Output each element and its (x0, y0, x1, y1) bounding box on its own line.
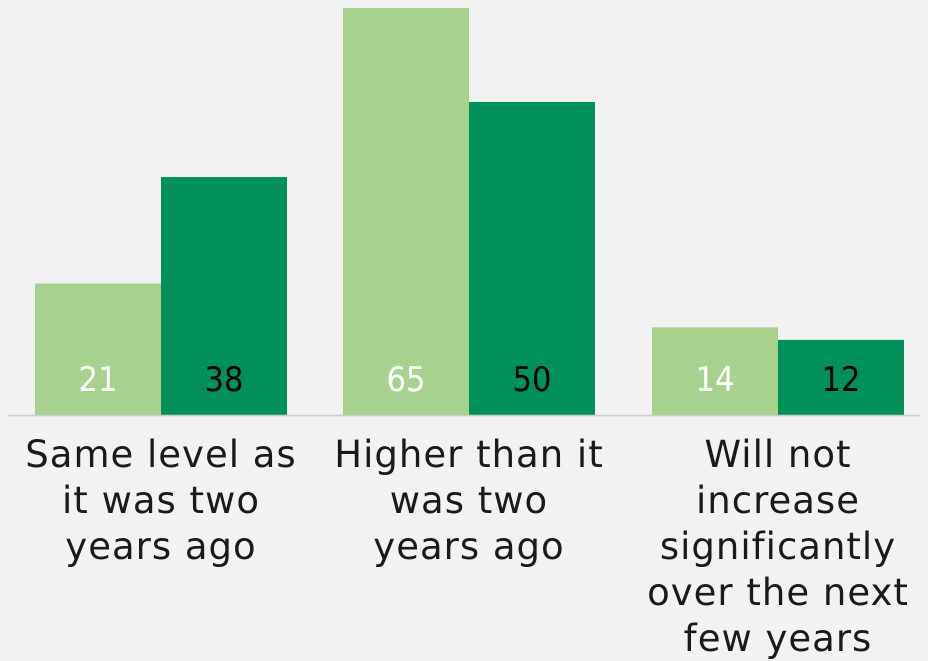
value-labels-layer: 21 38 65 50 14 12 (79, 360, 861, 400)
bar-1-series-2 (161, 177, 287, 415)
bar-value-1-series-2: 38 (205, 360, 244, 400)
bar-1-series-1 (35, 283, 161, 415)
bar-value-2-series-1: 65 (387, 360, 426, 400)
category-label-2: Higher than it was two years ago (334, 433, 604, 568)
bars-layer (35, 8, 904, 415)
bar-value-3-series-2: 12 (822, 360, 861, 400)
bar-2-series-2 (469, 101, 595, 415)
bar-3-series-1 (652, 327, 778, 415)
bar-2-series-1 (343, 8, 469, 415)
bar-3-series-2 (778, 339, 904, 415)
bar-value-1-series-1: 21 (79, 360, 118, 400)
category-label-1: Same level as it was two years ago (25, 433, 297, 568)
category-label-3: Will not increase significantly over the… (647, 433, 909, 660)
bar-value-2-series-2: 50 (513, 360, 552, 400)
bar-value-3-series-1: 14 (696, 360, 735, 400)
